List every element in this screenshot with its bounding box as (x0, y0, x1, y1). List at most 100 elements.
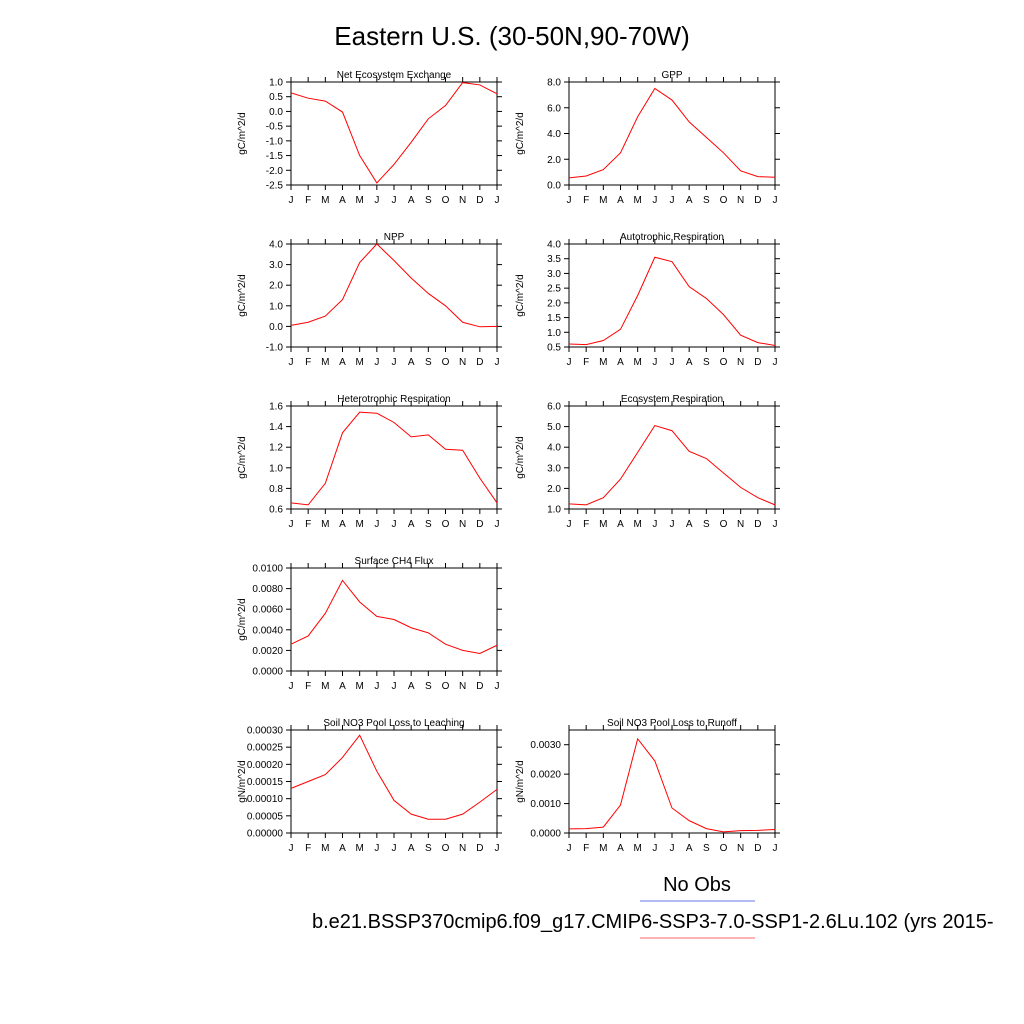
x-tick-label: J (773, 195, 778, 206)
y-tick-label: 1.6 (269, 402, 283, 413)
y-tick-label: 0.00025 (247, 743, 284, 754)
x-tick-label: O (442, 681, 450, 692)
y-tick-label: 0.5 (269, 92, 283, 103)
y-tick-label: 2.0 (547, 484, 561, 495)
y-tick-label: 1.0 (269, 301, 283, 312)
series-line (290, 243, 498, 328)
x-tick-label: D (476, 357, 483, 368)
y-tick-label: 1.4 (269, 422, 283, 433)
x-tick-label: A (408, 681, 415, 692)
panel-title: Net Ecosystem Exchange (337, 70, 452, 81)
x-tick-label: F (583, 357, 589, 368)
x-tick-label: N (459, 681, 466, 692)
x-tick-label: N (737, 357, 744, 368)
x-tick-label: M (355, 519, 363, 530)
panel-title: Ecosystem Respiration (621, 394, 723, 405)
x-tick-label: M (321, 519, 329, 530)
x-tick-label: J (773, 357, 778, 368)
panel-title: Soil NO3 Pool Loss to Leaching (323, 718, 464, 729)
x-tick-label: J (289, 195, 294, 206)
x-tick-label: J (289, 843, 294, 854)
y-tick-label: 0.0010 (530, 799, 561, 810)
legend: No Obs b.e21.BSSP370cmip6.f09_g17.CMIP6-… (312, 874, 994, 939)
x-tick-label: A (339, 519, 346, 530)
x-tick-label: S (425, 681, 432, 692)
y-tick-label: 0.0000 (530, 829, 561, 840)
y-tick-label: 0.0100 (252, 564, 283, 575)
panels-group: Net Ecosystem Exchange 1.0 0.5 0.0 -0.5 -1.0 -… (237, 70, 780, 854)
y-tick-label: 2.0 (547, 155, 561, 166)
legend-obs-label: No Obs (663, 874, 731, 896)
panel-ecosystem-respiration: Ecosystem Respiration 6.0 5.0 4.0 3.0 2.0 1.0 J… (515, 394, 780, 530)
x-tick-label: J (670, 519, 675, 530)
y-tick-label: 3.0 (269, 260, 283, 271)
plot-frame (290, 405, 498, 510)
x-tick-label: A (686, 843, 693, 854)
series-line (290, 579, 498, 655)
x-tick-label: J (495, 843, 500, 854)
y-tick-label: 1.0 (547, 505, 561, 516)
series-line (568, 737, 776, 833)
x-tick-label: D (476, 681, 483, 692)
x-tick-label: O (720, 843, 728, 854)
y-tick-label: 1.0 (269, 463, 283, 474)
x-tick-label: M (321, 195, 329, 206)
x-tick-label: M (633, 357, 641, 368)
x-tick-label: J (567, 357, 572, 368)
x-tick-label: J (289, 519, 294, 530)
y-tick-label: 1.5 (547, 313, 561, 324)
x-tick-label: F (305, 519, 311, 530)
x-tick-label: F (305, 681, 311, 692)
x-tick-label: S (703, 519, 710, 530)
x-tick-label: M (599, 195, 607, 206)
x-tick-label: J (374, 843, 379, 854)
x-tick-label: S (425, 195, 432, 206)
x-tick-label: N (459, 519, 466, 530)
x-tick-label: M (633, 519, 641, 530)
x-tick-label: D (754, 357, 761, 368)
y-tick-label: -1.0 (266, 343, 284, 354)
x-tick-label: J (392, 195, 397, 206)
plot-frame (568, 81, 776, 186)
x-tick-label: A (617, 843, 624, 854)
y-tick-label: 4.0 (547, 129, 561, 140)
x-tick-label: J (374, 195, 379, 206)
plot-frame (290, 81, 498, 186)
y-tick-label: 2.0 (269, 281, 283, 292)
x-tick-label: J (670, 357, 675, 368)
page-title: Eastern U.S. (30-50N,90-70W) (334, 21, 689, 51)
x-tick-label: S (703, 357, 710, 368)
x-tick-label: J (652, 195, 657, 206)
x-tick-label: D (476, 519, 483, 530)
x-tick-label: M (599, 519, 607, 530)
x-tick-label: J (495, 681, 500, 692)
x-tick-label: M (321, 681, 329, 692)
y-tick-label: 0.0020 (530, 770, 561, 781)
x-tick-label: J (652, 519, 657, 530)
x-tick-label: J (374, 519, 379, 530)
y-tick-label: 0.0020 (252, 646, 283, 657)
x-tick-label: O (720, 357, 728, 368)
x-tick-label: M (633, 843, 641, 854)
y-tick-label: 0.0000 (252, 667, 283, 678)
y-axis-label: gC/m^2/d (237, 598, 248, 641)
x-tick-label: S (703, 843, 710, 854)
y-tick-label: 6.0 (547, 402, 561, 413)
x-tick-label: O (442, 519, 450, 530)
x-tick-label: F (583, 843, 589, 854)
x-tick-label: D (476, 195, 483, 206)
x-tick-label: A (617, 195, 624, 206)
x-tick-label: N (737, 195, 744, 206)
x-tick-label: O (720, 195, 728, 206)
y-tick-label: 0.0 (547, 181, 561, 192)
y-axis-label: gC/m^2/d (237, 112, 248, 155)
legend-case-label: b.e21.BSSP370cmip6.f09_g17.CMIP6-SSP3-7.… (312, 911, 994, 933)
x-tick-label: D (754, 519, 761, 530)
panel-title: Soil NO3 Pool Loss to Runoff (607, 718, 737, 729)
y-axis-label: gC/m^2/d (515, 436, 526, 479)
y-tick-label: 2.5 (547, 284, 561, 295)
panel-soil-no3-pool-loss-to-leaching: Soil NO3 Pool Loss to Leaching 0.00030 0.0… (237, 718, 502, 854)
y-tick-label: 0.0060 (252, 605, 283, 616)
